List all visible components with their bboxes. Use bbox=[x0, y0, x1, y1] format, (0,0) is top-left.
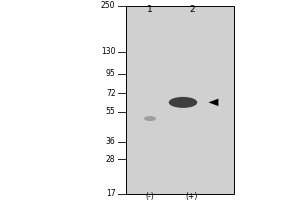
Text: (-): (-) bbox=[146, 192, 154, 200]
Text: 28: 28 bbox=[106, 155, 116, 164]
Ellipse shape bbox=[169, 97, 197, 108]
Text: 17: 17 bbox=[106, 190, 116, 198]
Text: 130: 130 bbox=[101, 47, 116, 56]
Bar bbox=[126, 6, 234, 194]
Text: 1: 1 bbox=[147, 4, 153, 14]
Ellipse shape bbox=[144, 116, 156, 121]
Text: 72: 72 bbox=[106, 89, 116, 98]
Text: 95: 95 bbox=[106, 69, 116, 78]
Text: 250: 250 bbox=[101, 1, 116, 10]
Text: 55: 55 bbox=[106, 107, 116, 116]
Polygon shape bbox=[208, 99, 218, 106]
Text: 36: 36 bbox=[106, 137, 116, 146]
Text: 2: 2 bbox=[189, 4, 195, 14]
Text: (+): (+) bbox=[186, 192, 198, 200]
